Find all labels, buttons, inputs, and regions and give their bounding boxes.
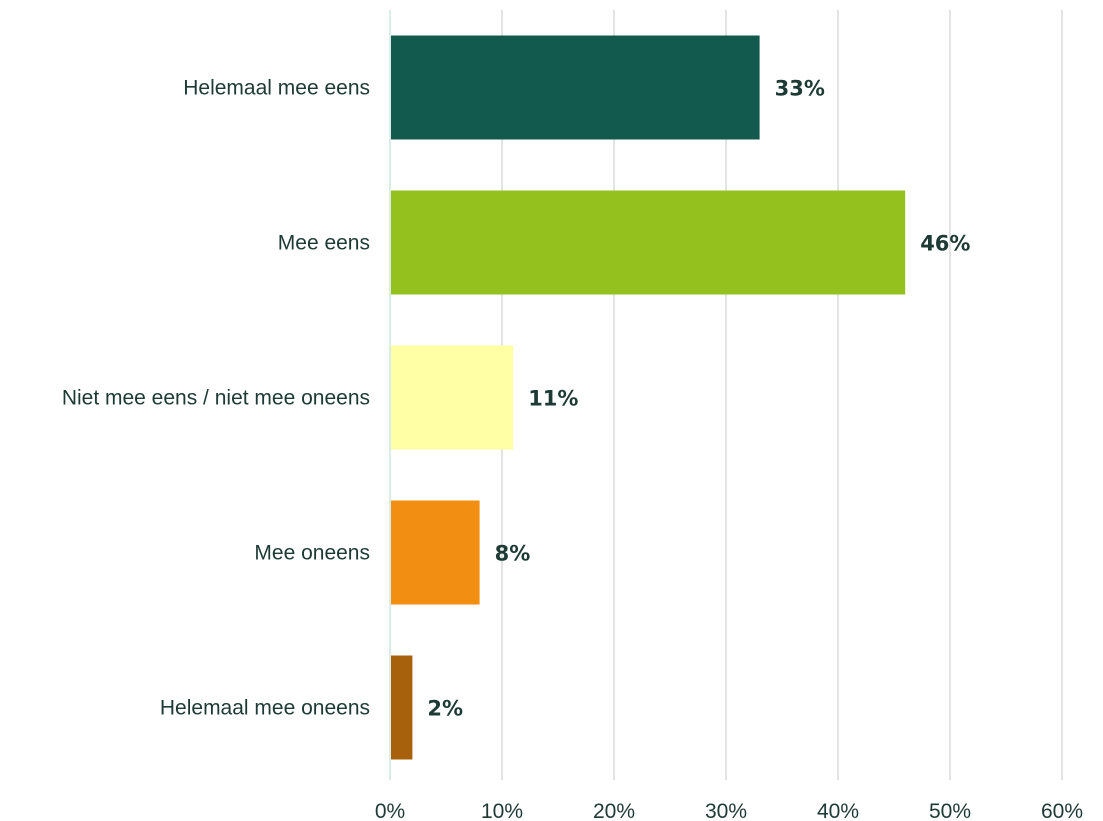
category-label: Mee oneens [254, 542, 370, 565]
x-tick-label: 30% [705, 800, 747, 821]
value-label: 11% [528, 387, 578, 411]
value-label: 46% [920, 232, 970, 256]
category-label: Niet mee eens / niet mee oneens [62, 387, 370, 410]
value-label: 8% [495, 542, 531, 566]
category-label: Helemaal mee oneens [160, 697, 370, 720]
x-tick-label: 40% [817, 800, 859, 821]
x-tick-labels: 0% 10% 20% 30% 40% 50% 60% [375, 800, 1083, 821]
bar [390, 655, 413, 760]
category-labels: Helemaal mee eens Mee eens Niet mee eens /… [62, 77, 370, 720]
value-label: 33% [775, 77, 825, 101]
x-tick-label: 10% [481, 800, 523, 821]
x-tick-label: 50% [929, 800, 971, 821]
x-tick-label: 20% [593, 800, 635, 821]
bar [390, 500, 480, 605]
bars [390, 35, 906, 760]
bar [390, 35, 760, 140]
category-label: Helemaal mee eens [183, 77, 370, 100]
value-labels: 33% 46% 11% 8% 2% [427, 77, 970, 721]
bar [390, 190, 906, 295]
x-tick-label: 60% [1041, 800, 1083, 821]
bar [390, 345, 514, 450]
value-label: 2% [427, 697, 463, 721]
x-tick-label: 0% [375, 800, 405, 821]
category-label: Mee eens [278, 232, 370, 255]
